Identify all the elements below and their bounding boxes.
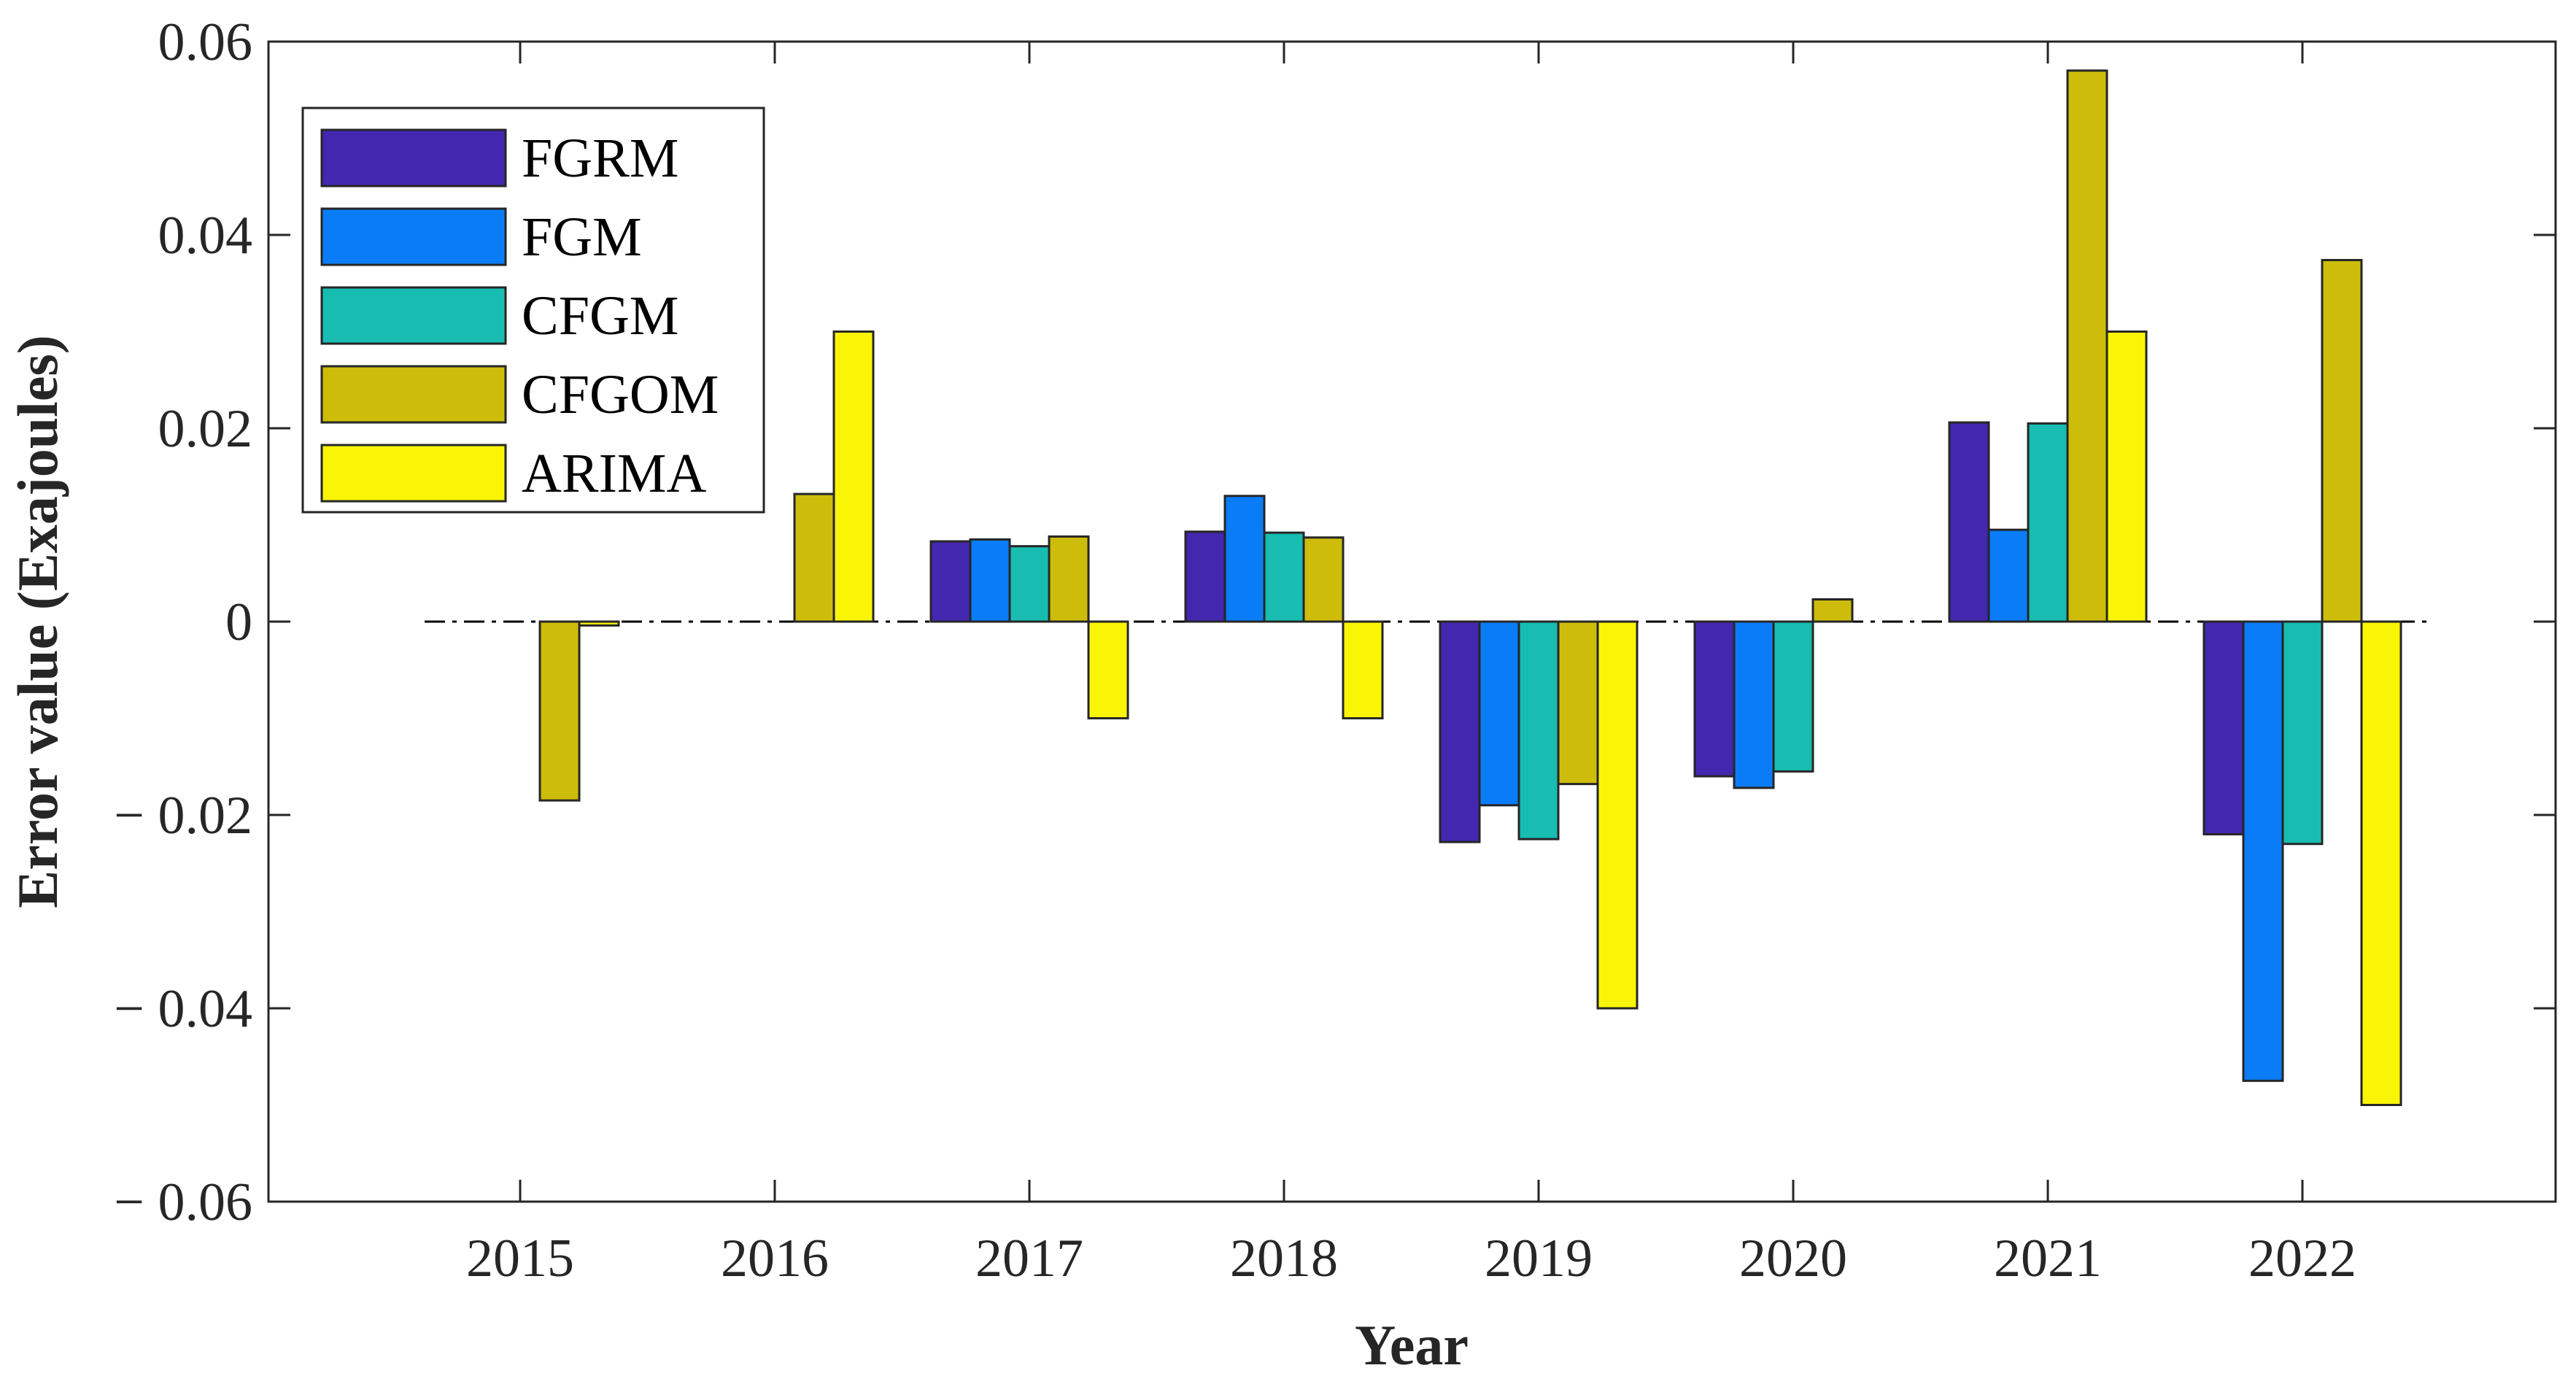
bar-cfgm-2018	[1263, 531, 1305, 623]
x-axis-title: Year	[1355, 1313, 1469, 1376]
legend-label-cfgm: CFGM	[522, 285, 678, 347]
legend-swatch-fgm	[320, 207, 507, 266]
legend-swatch-arima	[320, 444, 507, 503]
bar-fgrm-2019	[1439, 620, 1481, 843]
y-tick-label: 0	[225, 592, 252, 652]
bar-cfgom-2022	[2321, 258, 2363, 623]
bar-cfgm-2020	[1772, 620, 1814, 773]
x-tick-label: 2017	[975, 1229, 1083, 1288]
bar-arima-2017	[1087, 620, 1129, 719]
legend-swatch-cfgm	[320, 286, 507, 345]
legend-label-arima: ARIMA	[522, 443, 706, 504]
legend-label-cfgom: CFGOM	[522, 364, 719, 425]
bar-fgrm-2020	[1693, 620, 1736, 778]
y-tick-label: 0.04	[158, 206, 253, 266]
bar-fgm-2017	[969, 538, 1011, 623]
bar-fgrm-2018	[1184, 530, 1226, 623]
bar-cfgom-2016	[793, 492, 835, 623]
y-axis-title: Error value (Exajoules)	[6, 335, 69, 908]
x-tick-label: 2019	[1485, 1229, 1593, 1288]
plot-frame	[267, 40, 2557, 1203]
bar-cfgom-2020	[1811, 598, 1854, 623]
bar-fgm-2022	[2242, 620, 2284, 1082]
bar-cfgm-2019	[1517, 620, 1560, 840]
bar-arima-2022	[2360, 620, 2402, 1106]
bar-cfgom-2015	[538, 620, 581, 802]
legend-label-fgrm: FGRM	[522, 128, 678, 189]
x-tick-label: 2020	[1739, 1229, 1847, 1288]
bar-fgrm-2017	[929, 540, 972, 623]
y-tick-label: 0.06	[158, 12, 253, 72]
bar-arima-2021	[2105, 331, 2148, 623]
bar-cfgom-2019	[1557, 620, 1599, 786]
bar-fgrm-2022	[2202, 620, 2245, 835]
y-tick-label: 0.02	[158, 399, 253, 459]
x-tick-label: 2022	[2248, 1229, 2356, 1288]
x-tick-label: 2021	[1994, 1229, 2102, 1288]
bar-cfgom-2018	[1302, 536, 1345, 623]
x-tick-label: 2018	[1230, 1229, 1338, 1288]
bar-cfgm-2017	[1008, 545, 1051, 623]
bar-cfgm-2021	[2027, 422, 2069, 623]
legend-label-fgm: FGM	[522, 206, 642, 268]
bar-fgrm-2021	[1948, 421, 1990, 623]
legend: FGRM FGM CFGM CFGOM ARIMA	[301, 107, 765, 514]
bar-arima-2019	[1596, 620, 1639, 1010]
bar-arima-2016	[832, 331, 875, 623]
ticks-layer: 0.06 0.04 0.02 0 − 0.02 − 0.04 − 0.06 2015 2016 2…	[114, 12, 2556, 1288]
y-tick-label: − 0.02	[114, 786, 252, 846]
bar-cfgm-2022	[2281, 620, 2324, 846]
bar-fgm-2019	[1478, 620, 1520, 807]
bar-fgm-2020	[1733, 620, 1775, 789]
x-tick-label: 2015	[466, 1229, 574, 1288]
bar-arima-2018	[1342, 620, 1384, 719]
y-tick-label: − 0.06	[114, 1172, 252, 1232]
legend-swatch-fgrm	[320, 128, 507, 188]
x-tick-label: 2016	[721, 1229, 829, 1288]
bar-fgm-2021	[1987, 528, 2030, 623]
bar-arima-2015	[578, 620, 620, 627]
bar-cfgom-2021	[2066, 69, 2108, 623]
bars-layer	[538, 69, 2402, 1106]
y-tick-label: − 0.04	[114, 979, 252, 1039]
bar-fgm-2018	[1223, 495, 1266, 623]
legend-swatch-cfgom	[320, 365, 507, 424]
bar-cfgom-2017	[1048, 535, 1090, 623]
